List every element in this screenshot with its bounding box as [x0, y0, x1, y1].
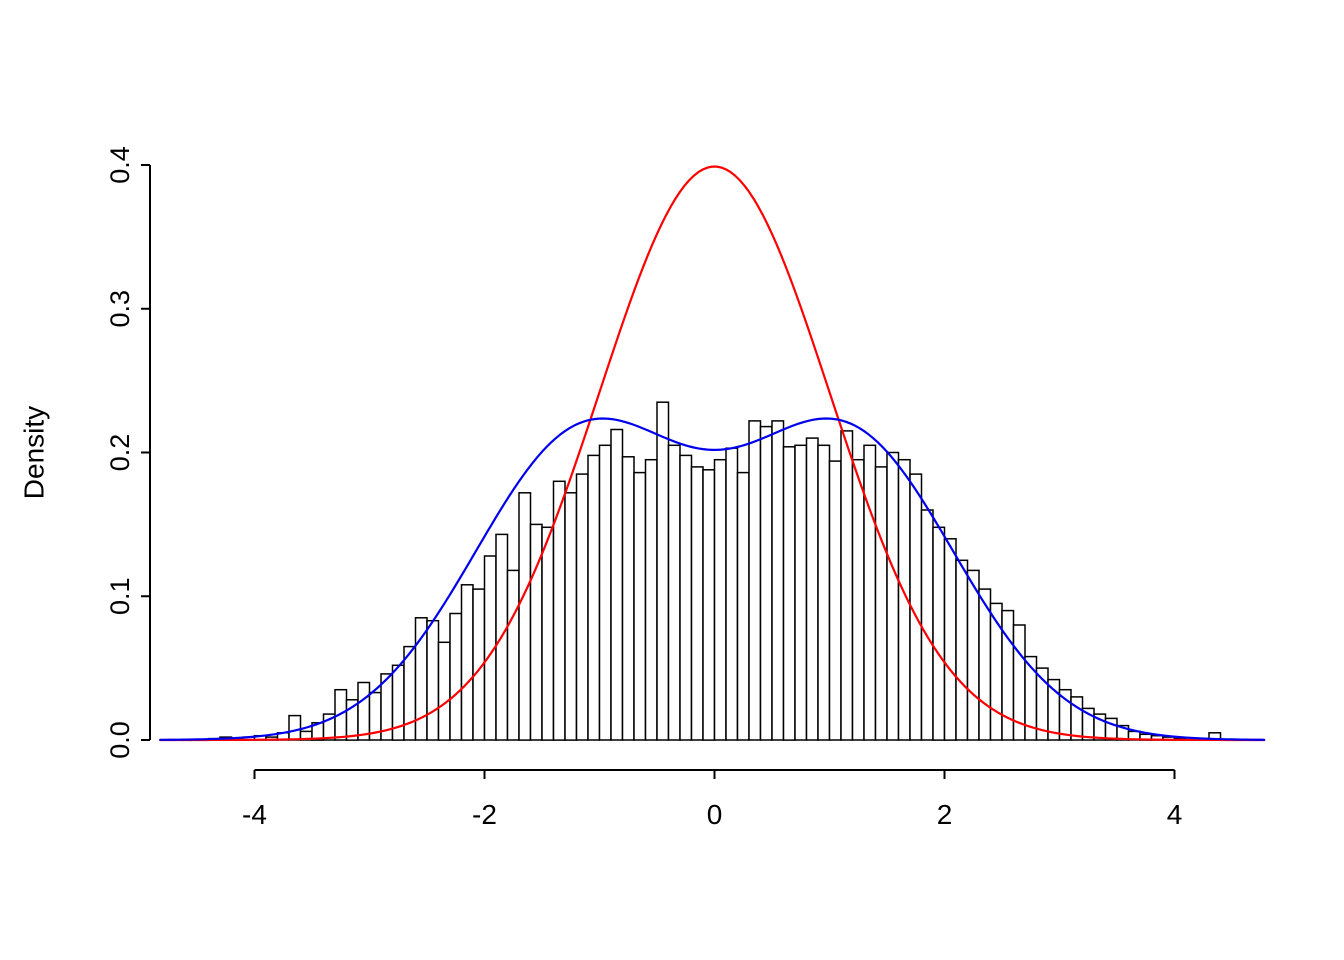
y-tick-label: 0.4 [105, 146, 135, 184]
histogram-bar [449, 612, 463, 741]
histogram-bar [828, 460, 842, 741]
y-tick-label: 0.2 [105, 434, 135, 472]
histogram-bar [541, 526, 555, 741]
histogram-bar [851, 458, 865, 741]
histogram-bar [564, 492, 578, 741]
histogram-bar [587, 454, 601, 741]
histogram-bar [989, 602, 1003, 741]
kernel-density-estimate-curve [159, 417, 1266, 741]
histogram-bar [840, 430, 854, 741]
histogram-bar [357, 681, 371, 741]
histogram-bar [713, 458, 727, 741]
histogram-bar [679, 454, 693, 741]
histogram-bar [748, 420, 762, 741]
y-tick-label: 0.3 [105, 290, 135, 328]
y-axis-title: Density [18, 406, 49, 499]
histogram-bar [633, 471, 647, 741]
histogram-bar [506, 569, 520, 741]
histogram-bar [725, 447, 739, 741]
histogram-bar [943, 538, 957, 741]
histogram-bar [886, 451, 900, 741]
x-tick-label: 4 [1167, 799, 1183, 830]
histogram-bar [403, 645, 417, 741]
histogram-bar [771, 420, 785, 741]
y-tick-label: 0.1 [105, 577, 135, 615]
histogram-bar [518, 492, 532, 741]
histogram-bar [817, 444, 831, 741]
histogram-bar [575, 473, 589, 741]
histogram-bar [932, 526, 946, 741]
histogram-bar [966, 569, 980, 741]
x-tick-label: 0 [707, 799, 723, 830]
histogram-bar [621, 456, 635, 741]
histogram-bar [656, 401, 670, 741]
histogram-bar [288, 714, 302, 741]
histogram-bar [610, 428, 624, 741]
histogram-bar [460, 584, 474, 741]
histogram-bar [598, 444, 612, 741]
histogram-bar [690, 466, 704, 741]
histogram-bar [667, 444, 681, 741]
histogram-bar [426, 619, 440, 741]
histogram-bar [782, 446, 796, 741]
histogram-bar [955, 559, 969, 741]
histogram-bar [437, 641, 451, 741]
histogram-bar [805, 437, 819, 741]
histogram-bar [644, 458, 658, 741]
histogram-bar [702, 469, 716, 741]
y-tick-label: 0.0 [105, 721, 135, 759]
histogram-bar [759, 425, 773, 741]
histogram-bar [794, 444, 808, 741]
histogram-bar [863, 444, 877, 741]
x-tick-label: -2 [472, 799, 497, 830]
standard-normal-density-curve [159, 165, 1266, 742]
x-tick-label: 2 [937, 799, 953, 830]
x-tick-label: -4 [242, 799, 267, 830]
histogram-bar [920, 509, 934, 741]
histogram-bar [736, 471, 750, 741]
histogram-bar [874, 466, 888, 741]
